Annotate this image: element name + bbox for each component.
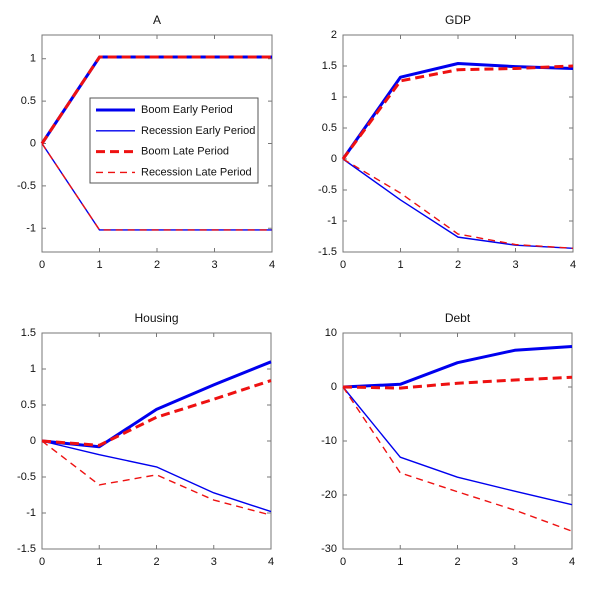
x-tick-label: 3 [211,259,217,271]
y-tick-label: -0.5 [17,180,36,192]
series-line-boom-early-period [41,360,272,449]
x-tick-label: 0 [340,259,346,271]
series-line-recession-late-period [41,440,272,516]
y-tick-label: 1.5 [322,60,337,72]
y-tick-label: 1 [30,53,36,65]
legend-entry-label: Boom Early Period [141,104,233,116]
y-tick-label: 1.5 [21,327,36,339]
legend-entry-label: Recession Late Period [141,166,252,178]
series-line-boom-late-period [342,375,573,390]
series-line-boom-late-period [41,379,272,447]
y-tick-label: -1 [26,507,36,519]
x-tick-label: 4 [570,259,576,271]
y-tick-label: 1 [30,363,36,375]
y-tick-label: 0 [331,153,337,165]
subplot-a: 0 1 2 3 4 -1 -0.5 0 0.5 1 Boom Early Period Recessi… [17,34,275,271]
y-tick-label: 1 [331,91,337,103]
x-tick-label: 1 [397,259,403,271]
y-tick-label: 0.5 [21,399,36,411]
x-tick-label: 2 [153,556,159,568]
series-line-recession-late-period [342,158,574,249]
x-tick-label: 2 [154,259,160,271]
y-tick-label: 2 [331,29,337,41]
series-line-boom-late-period [341,64,574,160]
y-tick-label: 0 [30,138,36,150]
y-tick-label: 10 [325,327,337,339]
subplot-title-debt: Debt [444,311,471,325]
subplot-gdp: 0 1 2 3 4 -1.5 -1 -0.5 0 0.5 1 1.5 2 [318,29,576,271]
series-line-boom-late-period [40,55,272,145]
subplot-debt: 0 1 2 3 4 -30 -20 -10 0 10 [321,327,575,568]
x-tick-label: 3 [512,556,518,568]
subplot-title-housing: Housing [134,311,179,325]
legend: Boom Early Period Recession Early Period B… [89,97,259,184]
x-tick-label: 0 [340,556,346,568]
subplot-title-a: A [152,13,161,27]
y-tick-label: -1 [26,222,36,234]
subplot-housing: 0 1 2 3 4 -1.5 -1 -0.5 0 0.5 1 1.5 [17,327,274,568]
series-line-recession-early-period [41,440,272,513]
y-tick-label: -30 [321,543,337,555]
x-tick-label: 4 [268,556,274,568]
series-line-recession-late-period [41,143,272,231]
plot-box [41,332,272,550]
y-tick-label: 0.5 [322,122,337,134]
series-line-recession-late-period [342,386,573,532]
x-tick-label: 3 [211,556,217,568]
y-tick-label: -0.5 [318,184,337,196]
y-tick-label: -1.5 [318,246,337,258]
x-tick-label: 3 [512,259,518,271]
y-tick-label: -0.5 [17,471,36,483]
series-line-boom-early-period [342,345,573,389]
x-tick-label: 4 [269,259,275,271]
series-line-recession-early-period [342,386,573,506]
series-line-recession-early-period [342,158,574,249]
y-tick-label: 0 [30,435,36,447]
y-tick-label: -1 [327,215,337,227]
legend-box [89,97,259,184]
x-tick-label: 2 [455,259,461,271]
legend-entry-label: Boom Late Period [141,146,229,158]
x-tick-label: 1 [96,259,102,271]
y-tick-label: -10 [321,435,337,447]
y-tick-label: -1.5 [17,543,36,555]
legend-entry-label: Recession Early Period [141,125,255,137]
x-tick-label: 4 [569,556,575,568]
subplot-title-gdp: GDP [444,13,471,27]
y-tick-label: 0 [331,381,337,393]
x-tick-label: 0 [39,259,45,271]
x-tick-label: 2 [454,556,460,568]
x-tick-label: 1 [397,556,403,568]
plot-box [342,332,573,550]
x-tick-label: 1 [96,556,102,568]
y-tick-label: 0.5 [21,95,36,107]
x-tick-label: 0 [39,556,45,568]
y-tick-label: -20 [321,489,337,501]
